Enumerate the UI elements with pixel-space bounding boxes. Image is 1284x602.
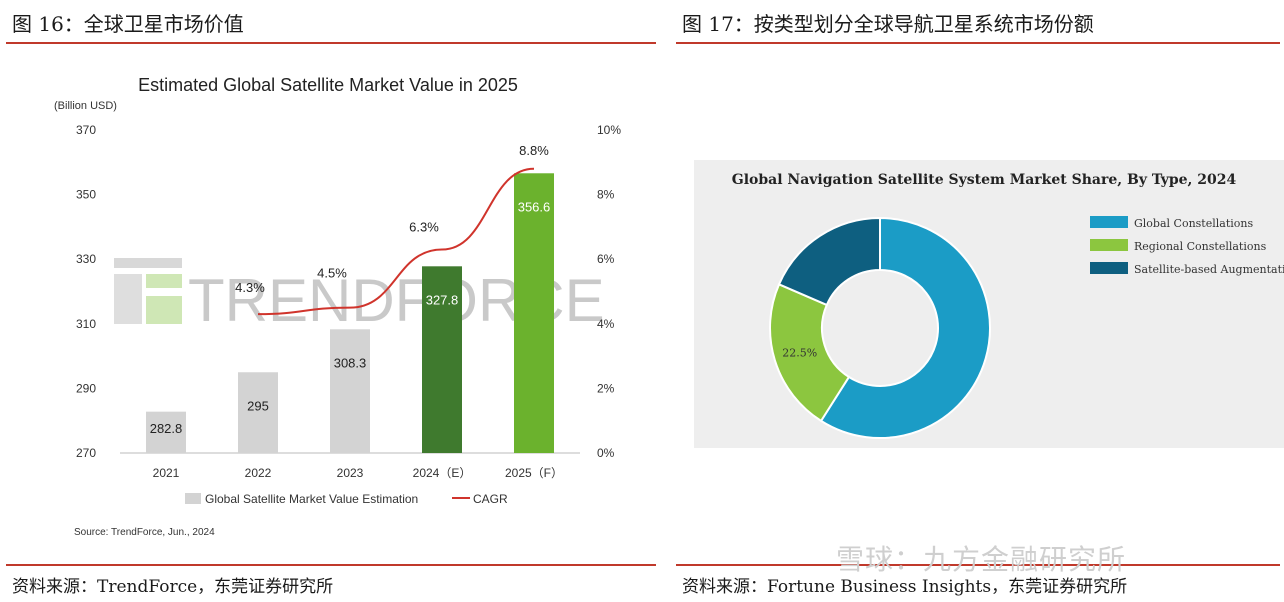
gnss-donut-chart: Global Navigation Satellite System Marke… <box>732 172 1284 439</box>
slice-value-label: 22.5% <box>782 347 817 360</box>
legend-label: Global Constellations <box>1134 217 1253 230</box>
cagr-line <box>257 167 535 316</box>
bottom-rule-right <box>676 564 1280 566</box>
cagr-value-label: 4.5% <box>317 266 347 281</box>
y2-tick-label: 8% <box>597 188 615 202</box>
y-axis-unit-label: (Billion USD) <box>54 100 117 112</box>
legend-swatch-bar <box>185 493 201 504</box>
x-tick-label: 2025（F） <box>505 466 563 480</box>
gnss-donut-panel: Global Navigation Satellite System Marke… <box>694 160 1284 448</box>
legend-label-bar: Global Satellite Market Value Estimation <box>205 492 418 506</box>
top-rule-right <box>676 42 1280 44</box>
bar-2024（E） <box>422 266 462 453</box>
donut-slice-satellite-based-augmentations <box>777 216 881 307</box>
y-tick-label: 350 <box>76 188 96 202</box>
x-tick-label: 2024（E） <box>413 466 472 480</box>
donut-slice-regional-constellations <box>769 282 851 423</box>
bar-value-label: 308.3 <box>334 355 367 370</box>
y2-tick-label: 2% <box>597 381 615 395</box>
bar-value-label: 356.6 <box>518 199 551 214</box>
bar-2025（F） <box>514 173 554 454</box>
x-tick-label: 2023 <box>337 466 364 480</box>
legend-label-line: CAGR <box>473 492 508 506</box>
legend-swatch <box>1090 262 1128 274</box>
figure16-source: 资料来源：TrendForce，东莞证券研究所 <box>12 577 334 597</box>
cagr-value-label: 4.3% <box>235 280 265 295</box>
y-tick-label: 290 <box>76 381 96 395</box>
legend-label: Satellite-based Augmentations <box>1134 263 1284 276</box>
legend-label: Regional Constellations <box>1134 240 1267 253</box>
chart-title: Global Navigation Satellite System Marke… <box>732 172 1237 188</box>
figure16-heading: 图 16：全球卫星市场价值 <box>12 12 244 36</box>
figure17-heading: 图 17：按类型划分全球导航卫星系统市场份额 <box>682 12 1094 36</box>
y-tick-label: 370 <box>76 123 96 137</box>
y2-tick-label: 0% <box>597 446 615 460</box>
bar-2021 <box>146 411 186 453</box>
chart-source-note: Source: TrendForce, Jun., 2024 <box>74 527 215 538</box>
cagr-value-label: 6.3% <box>409 220 439 235</box>
y2-tick-label: 10% <box>597 123 621 137</box>
bar-2022 <box>238 372 278 453</box>
legend-swatch <box>1090 216 1128 228</box>
satellite-market-bar-chart: Estimated Global Satellite Market Value … <box>54 75 621 538</box>
legend: Global Satellite Market Value Estimation… <box>185 492 508 506</box>
y-tick-label: 310 <box>76 317 96 331</box>
cagr-value-label: 8.8% <box>519 143 549 158</box>
y-tick-label: 270 <box>76 446 96 460</box>
chart-title: Estimated Global Satellite Market Value … <box>138 75 518 95</box>
xueqiu-watermark: 雪球：九方金融研究所 <box>836 543 1127 576</box>
bar-value-label: 327.8 <box>426 292 459 307</box>
bar-value-label: 282.8 <box>150 421 183 436</box>
figure17-source: 资料来源：Fortune Business Insights，东莞证券研究所 <box>682 577 1128 597</box>
y-tick-label: 330 <box>76 252 96 266</box>
x-tick-label: 2022 <box>245 466 272 480</box>
bottom-rule-left <box>6 564 656 566</box>
x-tick-label: 2021 <box>153 466 180 480</box>
y2-tick-label: 4% <box>597 317 615 331</box>
donut-slice-global-constellations <box>819 216 991 439</box>
bar-2023 <box>330 329 370 453</box>
bar-value-label: 295 <box>247 398 269 413</box>
legend-swatch <box>1090 239 1128 251</box>
y2-tick-label: 6% <box>597 252 615 266</box>
top-rule-left <box>6 42 656 44</box>
